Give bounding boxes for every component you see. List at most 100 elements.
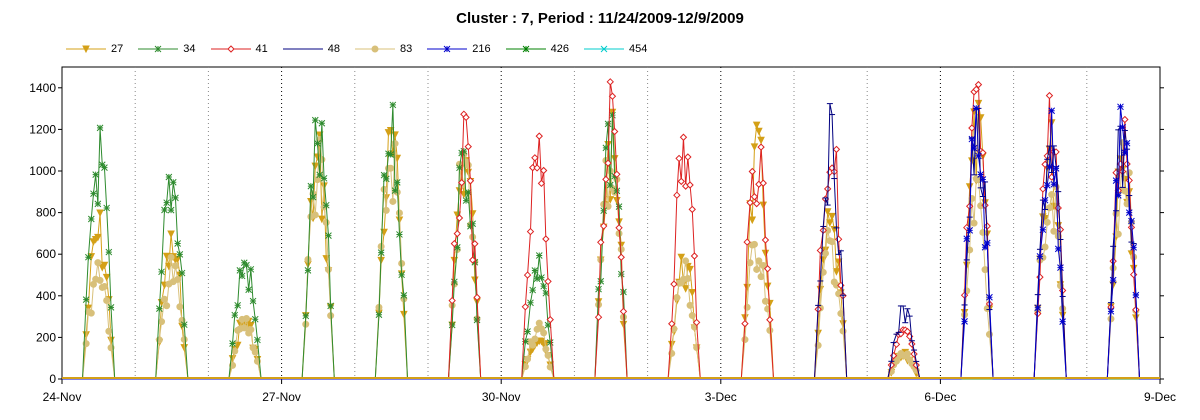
- y-tick-label: 800: [36, 206, 56, 220]
- data-point: [247, 265, 255, 273]
- data-point: [533, 275, 541, 283]
- data-point: [240, 324, 248, 332]
- data-point: [975, 152, 982, 160]
- data-point: [686, 181, 694, 189]
- legend-swatch: [282, 48, 323, 50]
- data-point: [613, 187, 621, 195]
- data-point: [226, 45, 235, 53]
- data-point: [327, 302, 334, 310]
- data-point: [974, 99, 983, 108]
- data-point: [229, 361, 237, 369]
- y-tick-label: 600: [36, 247, 56, 261]
- data-point: [755, 127, 763, 136]
- data-point: [533, 164, 541, 172]
- data-point: [540, 329, 548, 337]
- data-point: [537, 179, 546, 188]
- data-point: [1048, 191, 1056, 199]
- data-point: [172, 194, 179, 202]
- data-point: [450, 278, 458, 286]
- data-point: [1036, 253, 1044, 260]
- data-point: [1132, 291, 1140, 299]
- y-tick-label: 1400: [29, 81, 56, 95]
- data-point: [595, 285, 602, 293]
- data-point: [1059, 318, 1066, 325]
- data-point: [544, 321, 552, 329]
- data-point: [1050, 180, 1058, 188]
- data-point: [320, 174, 328, 182]
- legend-label: 216: [472, 43, 491, 56]
- data-point: [597, 277, 605, 285]
- data-point: [823, 208, 832, 216]
- data-point: [231, 311, 239, 319]
- data-point: [103, 204, 111, 212]
- data-point: [82, 45, 90, 54]
- data-point: [1117, 103, 1124, 111]
- data-point: [238, 272, 246, 280]
- data-point: [539, 166, 548, 175]
- data-point: [453, 244, 461, 251]
- data-point: [100, 261, 109, 270]
- data-point: [469, 233, 477, 241]
- data-point: [473, 293, 481, 302]
- data-point: [542, 289, 550, 297]
- data-point: [87, 309, 95, 317]
- data-point: [254, 336, 261, 344]
- data-point: [602, 175, 610, 184]
- data-point: [443, 45, 451, 53]
- data-point: [759, 179, 767, 187]
- data-point: [325, 232, 332, 239]
- legend-swatch: [138, 45, 179, 53]
- data-point: [391, 187, 399, 194]
- data-point: [318, 119, 326, 127]
- legend-item: 83: [355, 43, 412, 55]
- data-point: [600, 45, 608, 53]
- data-point: [542, 235, 550, 243]
- data-point: [1119, 123, 1127, 131]
- data-point: [761, 297, 769, 305]
- y-tick-label: 1200: [29, 122, 56, 136]
- data-point: [529, 341, 537, 349]
- data-point: [968, 124, 976, 132]
- data-point: [251, 348, 259, 356]
- data-point: [171, 262, 179, 270]
- data-point: [380, 171, 388, 179]
- x-tick-label: 6-Dec: [924, 390, 956, 404]
- data-point: [755, 257, 763, 265]
- data-point: [759, 262, 767, 270]
- series-34: [62, 101, 1160, 380]
- data-point: [1046, 163, 1053, 171]
- data-point: [766, 326, 774, 334]
- data-point: [389, 101, 397, 109]
- data-point: [832, 268, 841, 276]
- data-point: [690, 252, 699, 260]
- data-point: [176, 251, 184, 258]
- data-point: [690, 323, 698, 331]
- data-point: [1121, 187, 1129, 195]
- data-point: [94, 259, 102, 267]
- data-point: [544, 277, 552, 286]
- data-point: [961, 317, 968, 325]
- legend-label: 48: [327, 43, 340, 56]
- data-point: [974, 80, 983, 89]
- data-point: [531, 154, 539, 162]
- data-point: [249, 297, 257, 305]
- y-tick-label: 400: [36, 289, 56, 303]
- data-point: [972, 85, 980, 94]
- data-point: [395, 209, 403, 217]
- data-point: [1114, 192, 1122, 199]
- data-point: [311, 211, 319, 219]
- data-point: [387, 164, 395, 172]
- data-point: [450, 239, 459, 248]
- data-point: [981, 266, 989, 274]
- data-point: [692, 318, 701, 327]
- data-point: [105, 327, 113, 335]
- legend-item: 27: [66, 43, 123, 55]
- chart-title: Cluster : 7, Period : 11/24/2009-12/9/20…: [456, 10, 744, 27]
- data-point: [382, 175, 390, 183]
- data-point: [673, 294, 681, 302]
- data-point: [1107, 307, 1115, 315]
- data-point: [180, 321, 188, 329]
- data-point: [456, 164, 463, 172]
- data-point: [231, 347, 239, 355]
- data-point: [1034, 304, 1042, 312]
